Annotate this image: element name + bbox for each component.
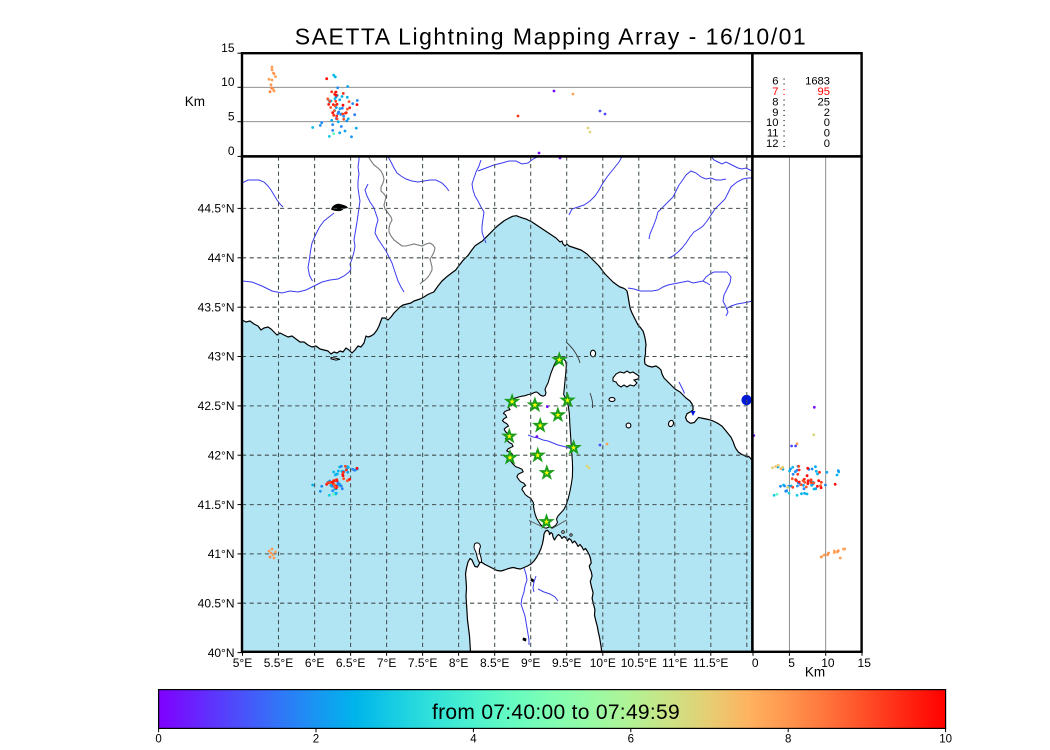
svg-text:0: 0	[824, 138, 830, 150]
svg-text:0: 0	[752, 656, 759, 670]
svg-text:8.5°E: 8.5°E	[480, 656, 509, 670]
svg-text:0: 0	[228, 144, 235, 158]
svg-text:43°N: 43°N	[208, 350, 235, 364]
svg-text:15: 15	[858, 656, 872, 670]
svg-text:0: 0	[824, 128, 830, 140]
svg-text:10: 10	[766, 117, 778, 129]
svg-text:8: 8	[772, 96, 778, 108]
svg-text:11°E: 11°E	[662, 656, 687, 670]
svg-text:9°E: 9°E	[521, 656, 540, 670]
svg-text:11: 11	[767, 128, 779, 140]
svg-text:0: 0	[155, 734, 161, 746]
svg-text:6: 6	[628, 734, 634, 746]
svg-text:5.5°E: 5.5°E	[264, 656, 293, 670]
svg-text:5: 5	[228, 110, 235, 124]
svg-text:25: 25	[818, 96, 830, 108]
svg-text:95: 95	[818, 86, 830, 98]
svg-text:12: 12	[766, 138, 778, 150]
svg-text:11.5°E: 11.5°E	[693, 656, 728, 670]
svg-text:8: 8	[785, 734, 791, 746]
svg-text:6.5°E: 6.5°E	[336, 656, 365, 670]
svg-text:7°E: 7°E	[377, 656, 396, 670]
svg-text:8°E: 8°E	[449, 656, 468, 670]
svg-text:10°E: 10°E	[590, 656, 616, 670]
svg-text:2: 2	[313, 734, 319, 746]
svg-text:44°N: 44°N	[208, 251, 235, 265]
svg-text::: :	[782, 107, 785, 119]
svg-text:5: 5	[788, 656, 795, 670]
svg-text:40.5°N: 40.5°N	[198, 597, 235, 611]
svg-text:43.5°N: 43.5°N	[198, 300, 235, 314]
svg-text:Km: Km	[185, 94, 205, 109]
svg-text::: :	[782, 86, 785, 98]
svg-text::: :	[782, 96, 785, 108]
svg-text:1683: 1683	[805, 76, 830, 88]
svg-text:41°N: 41°N	[208, 547, 235, 561]
svg-text:7.5°E: 7.5°E	[408, 656, 437, 670]
svg-text::: :	[782, 138, 785, 150]
svg-text:from 07:40:00 to 07:49:59: from 07:40:00 to 07:49:59	[432, 701, 680, 724]
svg-text:Km: Km	[805, 665, 825, 680]
svg-text::: :	[782, 128, 785, 140]
svg-text:42°N: 42°N	[208, 448, 235, 462]
svg-text:10: 10	[821, 656, 835, 670]
svg-text:6°E: 6°E	[305, 656, 324, 670]
svg-text:0: 0	[824, 117, 830, 129]
svg-text:15: 15	[221, 41, 235, 55]
svg-text:2: 2	[824, 107, 830, 119]
svg-text::: :	[782, 117, 785, 129]
svg-text:41.5°N: 41.5°N	[198, 498, 235, 512]
svg-text:6: 6	[772, 76, 778, 88]
svg-text:10.5°E: 10.5°E	[621, 656, 657, 670]
svg-text:10: 10	[939, 734, 952, 746]
svg-text:5°E: 5°E	[233, 656, 252, 670]
svg-text:9: 9	[772, 107, 778, 119]
svg-text:44.5°N: 44.5°N	[198, 202, 235, 216]
svg-text:4: 4	[470, 734, 477, 746]
svg-text::: :	[782, 76, 785, 88]
svg-text:42.5°N: 42.5°N	[198, 399, 235, 413]
svg-text:SAETTA Lightning Mapping Array: SAETTA Lightning Mapping Array - 16/10/0…	[295, 23, 807, 49]
svg-text:10: 10	[221, 75, 235, 89]
svg-text:40°N: 40°N	[208, 646, 235, 660]
svg-text:9.5°E: 9.5°E	[552, 656, 581, 670]
svg-text:7: 7	[772, 86, 778, 98]
